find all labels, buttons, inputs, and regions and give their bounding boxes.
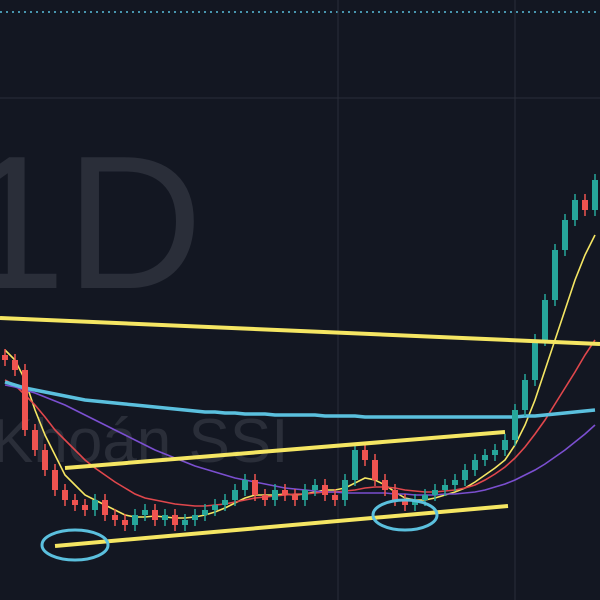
candle-body (452, 480, 458, 485)
candle-body (52, 470, 58, 490)
candle-body (582, 200, 588, 210)
candle-body (532, 340, 538, 380)
candle-body (252, 480, 258, 495)
watermark: 1D (0, 117, 203, 329)
candle-body (552, 250, 558, 300)
candle-body (352, 450, 358, 480)
moving-average (4, 339, 596, 507)
candle-body (192, 515, 198, 520)
candle-body (472, 460, 478, 470)
candle-body (402, 500, 408, 505)
candle-body (272, 490, 278, 500)
candle-body (572, 200, 578, 220)
candle-body (312, 485, 318, 490)
candle-body (482, 455, 488, 460)
highlight-circle (40, 528, 110, 562)
moving-average (4, 384, 596, 496)
candle-body (362, 450, 368, 460)
candle-body (332, 495, 338, 500)
candle-body (492, 450, 498, 455)
candle-body (32, 430, 38, 450)
candle-body (282, 490, 288, 495)
candle-body (292, 495, 298, 500)
candle-body (172, 515, 178, 525)
candle-body (242, 480, 248, 490)
candle-body (262, 495, 268, 500)
candle-body (42, 450, 48, 470)
candle-body (412, 500, 418, 505)
candle-body (82, 505, 88, 510)
candle-body (522, 380, 528, 410)
candle-body (162, 515, 168, 520)
candle-body (182, 520, 188, 525)
candle-body (462, 470, 468, 480)
trendline (0, 316, 600, 346)
candle-body (122, 520, 128, 525)
trendline (54, 504, 509, 548)
candle-body (132, 515, 138, 525)
candle-body (112, 515, 118, 520)
candle-body (562, 220, 568, 250)
moving-average (4, 380, 596, 419)
candle-body (542, 300, 548, 340)
candle-body (512, 410, 518, 440)
candle-body (212, 505, 218, 510)
candle-body (92, 500, 98, 510)
candle-body (142, 510, 148, 515)
candle-body (302, 490, 308, 500)
candle-body (72, 500, 78, 505)
candle-body (342, 480, 348, 500)
candle-body (372, 460, 378, 480)
candle-body (12, 360, 18, 370)
candle-body (392, 490, 398, 500)
candle-body (22, 370, 28, 430)
candle-body (322, 485, 328, 495)
candle-body (232, 490, 238, 500)
candle-body (382, 480, 388, 490)
candle-body (152, 510, 158, 520)
candle-body (592, 180, 598, 210)
candle-body (202, 510, 208, 515)
plot (2, 174, 598, 531)
candle-body (432, 490, 438, 495)
highlight-circle (371, 498, 439, 532)
trendline (64, 430, 506, 470)
candle-body (62, 490, 68, 500)
candle-body (102, 500, 108, 515)
candle-body (502, 440, 508, 450)
candle-body (2, 355, 8, 360)
candle-body (422, 495, 428, 500)
candle-body (442, 485, 448, 490)
candle-body (222, 500, 228, 505)
